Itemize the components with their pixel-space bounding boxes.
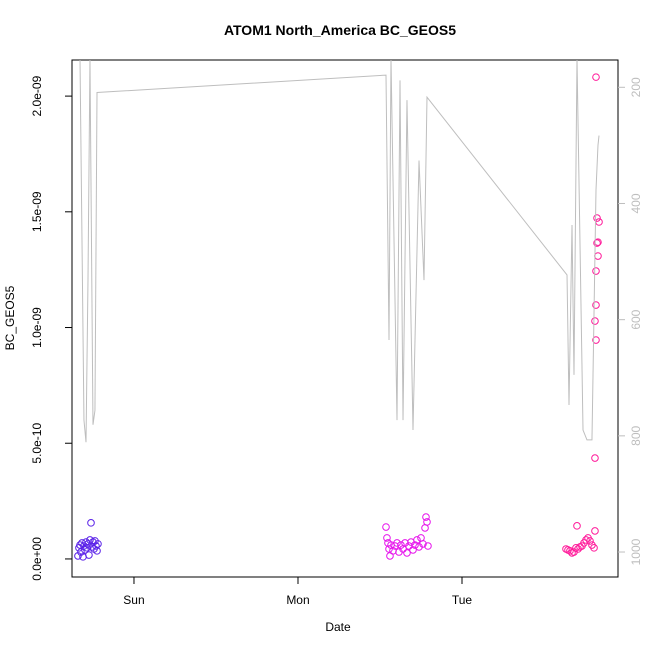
point xyxy=(92,542,100,550)
x-tick-label: Sun xyxy=(123,593,144,607)
y-tick-label: 1.5e-09 xyxy=(30,191,44,232)
y2-tick-label: 400 xyxy=(629,193,643,213)
point xyxy=(586,537,594,545)
point xyxy=(413,536,421,544)
y2-tick-label: 600 xyxy=(629,309,643,329)
point xyxy=(85,551,93,559)
point xyxy=(592,301,600,309)
point xyxy=(424,542,432,550)
point xyxy=(591,527,599,535)
y-tick-label: 1.0e-09 xyxy=(30,307,44,348)
point xyxy=(592,336,600,344)
point xyxy=(83,544,91,552)
x-tick-label: Tue xyxy=(452,593,473,607)
point xyxy=(419,540,427,548)
point xyxy=(591,454,599,462)
point xyxy=(397,541,405,549)
point xyxy=(81,546,89,554)
point xyxy=(87,519,95,527)
y2-tick-label: 1000 xyxy=(629,538,643,565)
y-tick-label: 0.0e+00 xyxy=(30,537,44,581)
y-tick-label: 5.0e-10 xyxy=(30,423,44,464)
x-axis-label: Date xyxy=(325,620,351,634)
point xyxy=(393,539,401,547)
chart-title: ATOM1 North_America BC_GEOS5 xyxy=(224,22,456,38)
plot-area xyxy=(74,60,603,561)
point xyxy=(382,523,390,531)
point xyxy=(573,522,581,530)
plot-frame xyxy=(71,59,619,578)
y2-tick-label: 800 xyxy=(629,426,643,446)
point xyxy=(593,214,601,222)
point xyxy=(403,549,411,557)
point xyxy=(582,536,590,544)
point xyxy=(88,543,96,551)
x-tick-label: Mon xyxy=(286,593,309,607)
point xyxy=(592,267,600,275)
point xyxy=(94,540,102,548)
point xyxy=(591,317,599,325)
y-axis-label: BC_GEOS5 xyxy=(3,285,17,350)
point xyxy=(77,548,85,556)
point xyxy=(411,541,419,549)
point xyxy=(409,546,417,554)
y2-tick-label: 200 xyxy=(629,77,643,97)
y-tick-label: 2.0e-09 xyxy=(30,75,44,116)
point xyxy=(593,239,601,247)
pressure-line xyxy=(79,60,600,443)
point xyxy=(592,73,600,81)
point xyxy=(590,544,598,552)
point xyxy=(423,518,431,526)
point xyxy=(383,534,391,542)
point xyxy=(422,513,430,521)
point xyxy=(566,547,574,555)
